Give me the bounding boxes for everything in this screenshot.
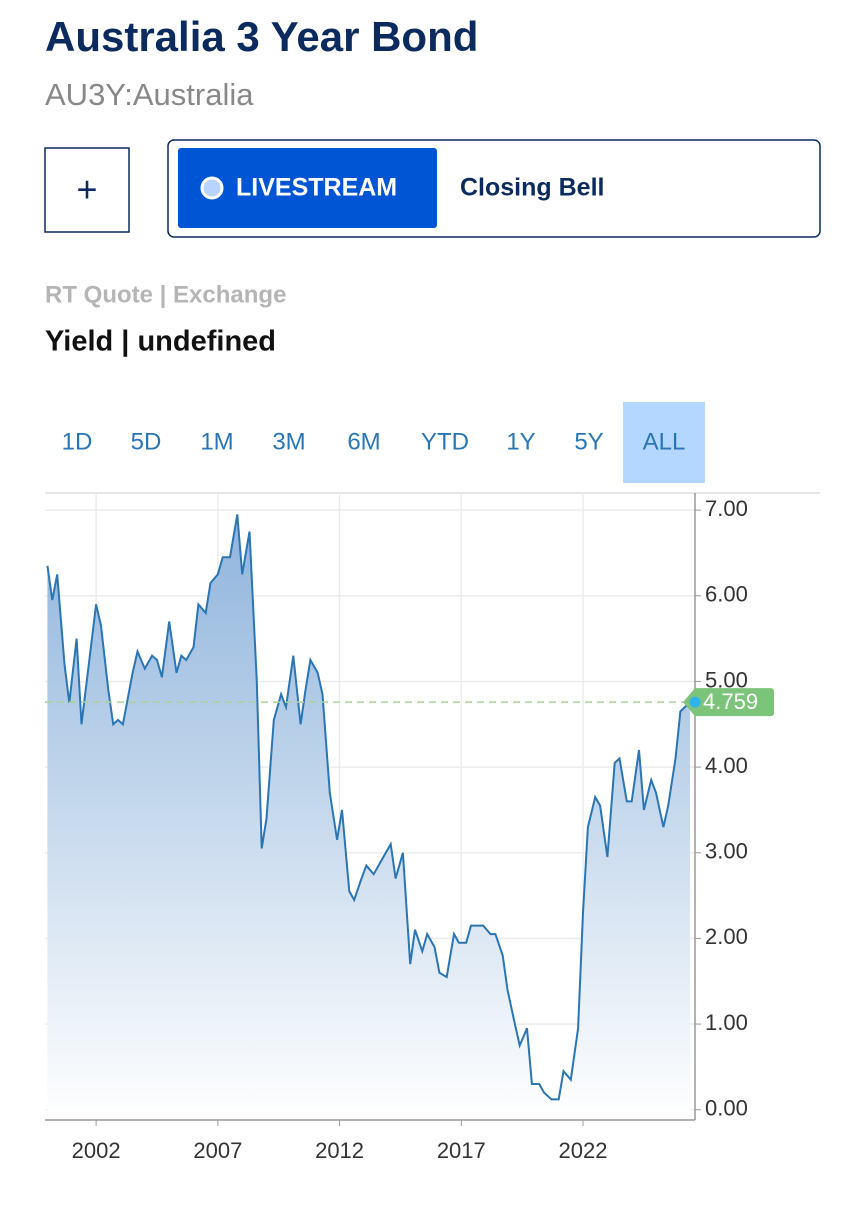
- x-tick-label: 2012: [315, 1138, 364, 1163]
- add-button[interactable]: [44, 147, 130, 233]
- x-tick-label: 2007: [193, 1138, 242, 1163]
- x-tick-label: 2002: [72, 1138, 121, 1163]
- range-button[interactable]: 5Y: [574, 428, 603, 455]
- last-value-badge: [683, 688, 774, 717]
- subtitle: AU3Y:Australia: [45, 77, 254, 112]
- livestream-button[interactable]: [178, 148, 437, 228]
- range-button[interactable]: 1Y: [506, 428, 535, 455]
- last-value-label: 4.759: [703, 689, 758, 714]
- x-tick-label: 2017: [437, 1138, 486, 1163]
- x-tick-label: 2022: [559, 1138, 608, 1163]
- range-button[interactable]: 3M: [272, 428, 305, 455]
- range-button[interactable]: YTD: [421, 428, 469, 455]
- last-value-dot: [689, 696, 701, 708]
- range-button[interactable]: 5D: [131, 428, 162, 455]
- quote-source: RT Quote | Exchange: [45, 281, 286, 308]
- y-tick-label: 6.00: [705, 582, 748, 607]
- closing-bell[interactable]: Closing Bell: [460, 174, 604, 202]
- range-button[interactable]: 1M: [200, 428, 233, 455]
- y-tick-label: 3.00: [705, 839, 748, 864]
- title: Australia 3 Year Bond: [45, 13, 478, 60]
- range-button[interactable]: ALL: [643, 428, 686, 455]
- y-tick-label: 1.00: [705, 1010, 748, 1035]
- add-label: +: [76, 169, 97, 210]
- range-selected: [623, 402, 705, 483]
- y-tick-label: 4.00: [705, 753, 748, 778]
- live-icon: [200, 176, 224, 200]
- quote-label: Yield | undefined: [45, 326, 276, 358]
- y-tick-label: 2.00: [705, 924, 748, 949]
- range-button[interactable]: 6M: [347, 428, 380, 455]
- line: [46, 514, 691, 1101]
- area-fill: [47, 514, 691, 1120]
- range-button[interactable]: 1D: [62, 428, 93, 455]
- livestream-label: LIVESTREAM: [236, 174, 397, 202]
- y-tick-label: 0.00: [705, 1096, 748, 1121]
- y-tick-label: 7.00: [705, 496, 748, 521]
